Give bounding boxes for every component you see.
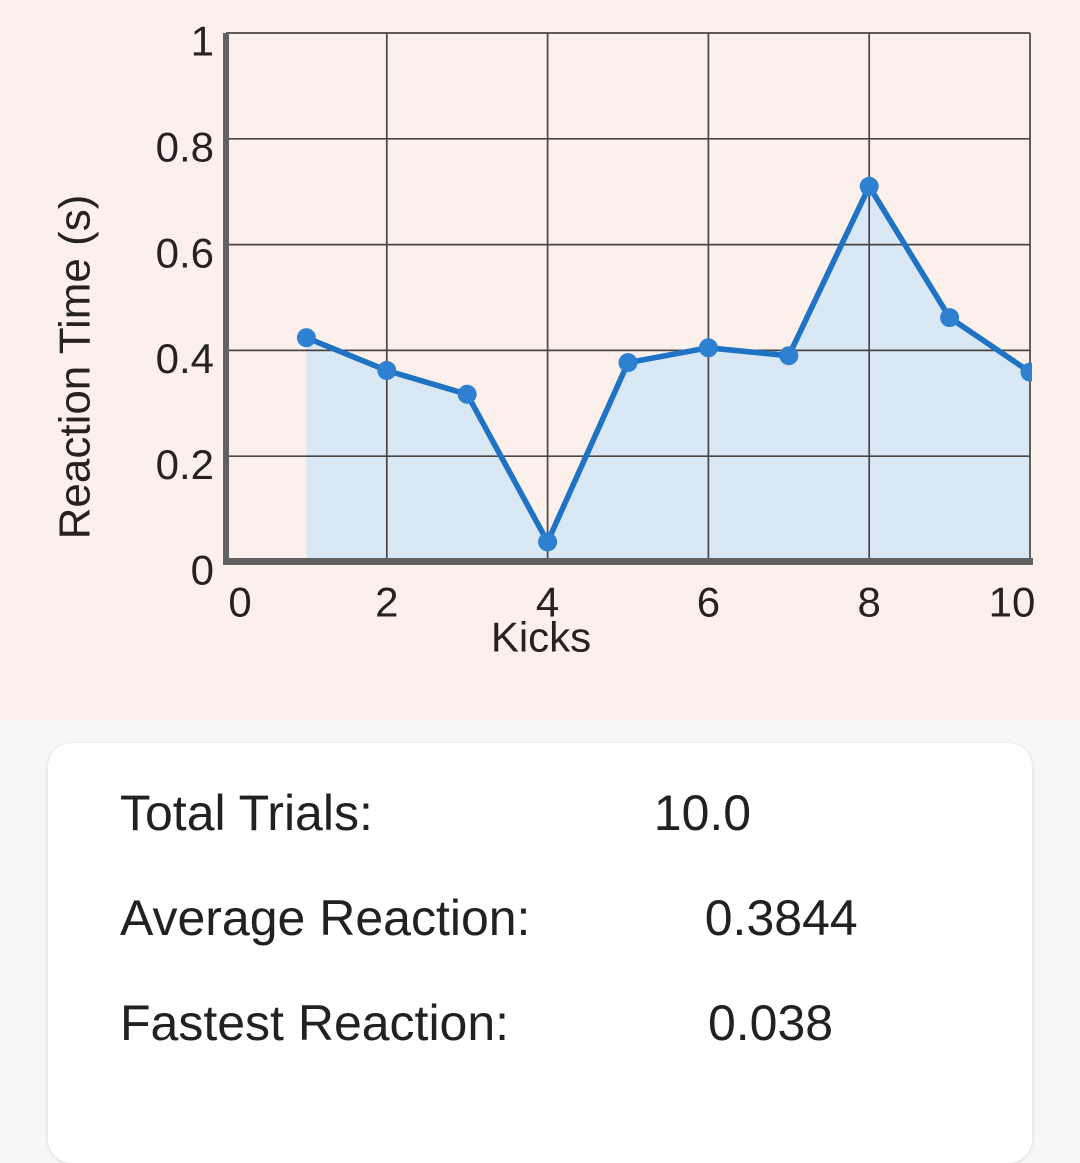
stat-row-fastest-reaction: Fastest Reaction: 0.038 [120, 995, 1032, 1051]
data-point-marker [618, 353, 638, 373]
data-point-marker [779, 346, 799, 366]
data-point-marker [457, 384, 477, 404]
x-axis-line [223, 558, 1033, 565]
data-point-marker [859, 176, 879, 196]
data-point-marker [296, 328, 316, 348]
stat-label: Total Trials: [120, 785, 373, 841]
x-tick-label: 8 [858, 579, 881, 626]
data-point-marker [940, 308, 960, 328]
series-area-fill [306, 186, 1030, 562]
stat-value: 0.038 [707, 995, 834, 1051]
stat-row-average-reaction: Average Reaction: 0.3844 [120, 890, 1032, 946]
series-line-layer [296, 176, 1032, 552]
x-tick-label: 0 [228, 579, 251, 626]
stat-value: 10.0 [653, 785, 752, 841]
stats-card: Total Trials: 10.0 Average Reaction: 0.3… [48, 743, 1032, 1163]
y-tick-label: 1 [191, 18, 214, 65]
y-axis-tick-labels: 0 0.2 0.4 0.6 0.8 1 [156, 18, 214, 594]
x-axis-tick-labels: 0 2 4 6 8 10 [228, 579, 1035, 626]
stat-label: Fastest Reaction: [120, 995, 510, 1051]
reaction-time-chart: 0 2 4 6 8 10 0 0.2 0.4 0.6 0.8 1 Kicks Reaction Ti… [50, 18, 1035, 661]
y-tick-label: 0.2 [156, 441, 214, 488]
x-tick-label: 4 [536, 579, 559, 626]
stat-row-total-trials: Total Trials: 10.0 [120, 785, 1032, 841]
x-tick-label: 6 [697, 579, 720, 626]
data-point-marker [377, 361, 397, 380]
stat-value: 0.3844 [704, 890, 858, 946]
gridlines [226, 32, 1031, 562]
app-screen: { "chart_data": { "type": "area", "title… [0, 0, 1080, 1051]
stats-section: Total Trials: 10.0 Average Reaction: 0.3… [0, 743, 1080, 1163]
x-tick-label: 10 [989, 579, 1036, 626]
series-line [303, 183, 1032, 545]
series-area-layer [306, 186, 1030, 562]
data-point-marker [698, 338, 718, 358]
x-axis-title: Kicks [491, 614, 591, 661]
reaction-chart-section: 0 2 4 6 8 10 0 0.2 0.4 0.6 0.8 1 Kicks Reaction Ti… [0, 0, 1080, 720]
data-point-marker [1020, 362, 1032, 382]
y-tick-label: 0 [191, 547, 214, 594]
y-tick-label: 0.6 [156, 229, 214, 276]
y-tick-label: 0.8 [156, 124, 214, 171]
y-tick-label: 0.4 [156, 335, 214, 382]
y-axis-title: Reaction Time (s) [50, 195, 99, 540]
data-point-marker [538, 532, 558, 552]
y-axis-line [223, 33, 229, 565]
stat-label: Average Reaction: [120, 890, 531, 946]
x-tick-label: 2 [375, 579, 398, 626]
